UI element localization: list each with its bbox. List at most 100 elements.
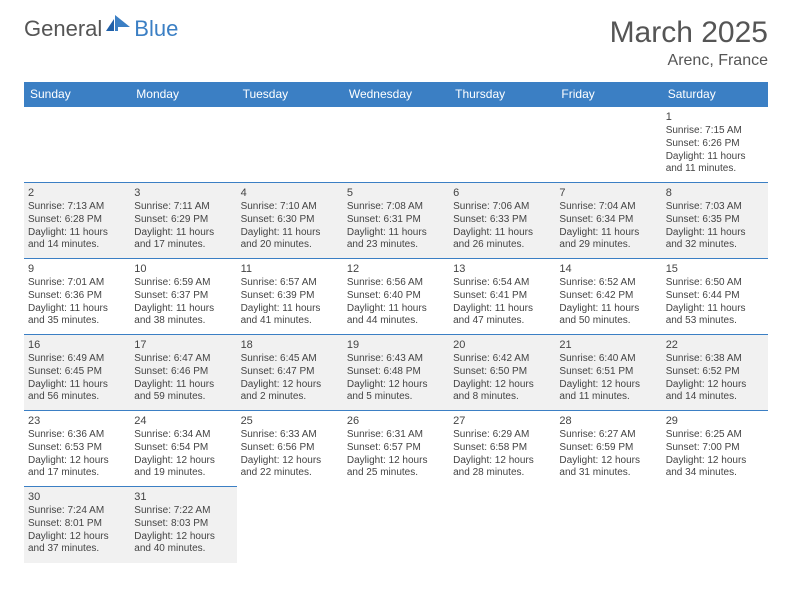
- calendar-cell: [449, 487, 555, 563]
- sunset-text: Sunset: 7:00 PM: [666, 442, 764, 455]
- day-number: 5: [347, 186, 445, 200]
- calendar-cell: 15Sunrise: 6:50 AMSunset: 6:44 PMDayligh…: [662, 259, 768, 335]
- sunset-text: Sunset: 6:56 PM: [241, 442, 339, 455]
- daylight-text: Daylight: 12 hours and 5 minutes.: [347, 379, 445, 405]
- day-number: 12: [347, 262, 445, 276]
- sunset-text: Sunset: 6:40 PM: [347, 290, 445, 303]
- calendar-row: 2Sunrise: 7:13 AMSunset: 6:28 PMDaylight…: [24, 183, 768, 259]
- day-number: 21: [559, 338, 657, 352]
- calendar-cell: [343, 487, 449, 563]
- daylight-text: Daylight: 11 hours and 35 minutes.: [28, 303, 126, 329]
- weekday-header: Sunday: [24, 82, 130, 107]
- weekday-header: Monday: [130, 82, 236, 107]
- sunrise-text: Sunrise: 6:49 AM: [28, 353, 126, 366]
- day-number: 19: [347, 338, 445, 352]
- day-number: 11: [241, 262, 339, 276]
- sunrise-text: Sunrise: 7:13 AM: [28, 201, 126, 214]
- daylight-text: Daylight: 11 hours and 59 minutes.: [134, 379, 232, 405]
- sunset-text: Sunset: 6:47 PM: [241, 366, 339, 379]
- sunset-text: Sunset: 6:36 PM: [28, 290, 126, 303]
- day-number: 8: [666, 186, 764, 200]
- day-number: 30: [28, 490, 126, 504]
- logo-text-general: General: [24, 16, 102, 42]
- daylight-text: Daylight: 11 hours and 56 minutes.: [28, 379, 126, 405]
- calendar-row: 16Sunrise: 6:49 AMSunset: 6:45 PMDayligh…: [24, 335, 768, 411]
- calendar-cell: 18Sunrise: 6:45 AMSunset: 6:47 PMDayligh…: [237, 335, 343, 411]
- daylight-text: Daylight: 11 hours and 14 minutes.: [28, 227, 126, 253]
- calendar-cell: [555, 107, 661, 183]
- sunrise-text: Sunrise: 7:24 AM: [28, 505, 126, 518]
- sunrise-text: Sunrise: 6:29 AM: [453, 429, 551, 442]
- calendar-cell: 28Sunrise: 6:27 AMSunset: 6:59 PMDayligh…: [555, 411, 661, 487]
- calendar-cell: 2Sunrise: 7:13 AMSunset: 6:28 PMDaylight…: [24, 183, 130, 259]
- day-number: 13: [453, 262, 551, 276]
- sunrise-text: Sunrise: 6:33 AM: [241, 429, 339, 442]
- daylight-text: Daylight: 12 hours and 2 minutes.: [241, 379, 339, 405]
- calendar-cell: 5Sunrise: 7:08 AMSunset: 6:31 PMDaylight…: [343, 183, 449, 259]
- sunset-text: Sunset: 6:57 PM: [347, 442, 445, 455]
- calendar-cell: [449, 107, 555, 183]
- month-title: March 2025: [610, 16, 768, 50]
- sunset-text: Sunset: 6:39 PM: [241, 290, 339, 303]
- calendar-cell: 3Sunrise: 7:11 AMSunset: 6:29 PMDaylight…: [130, 183, 236, 259]
- daylight-text: Daylight: 11 hours and 23 minutes.: [347, 227, 445, 253]
- calendar-cell: 27Sunrise: 6:29 AMSunset: 6:58 PMDayligh…: [449, 411, 555, 487]
- calendar-cell: 9Sunrise: 7:01 AMSunset: 6:36 PMDaylight…: [24, 259, 130, 335]
- sunrise-text: Sunrise: 7:08 AM: [347, 201, 445, 214]
- sunrise-text: Sunrise: 7:15 AM: [666, 125, 764, 138]
- calendar-cell: [555, 487, 661, 563]
- sunset-text: Sunset: 6:41 PM: [453, 290, 551, 303]
- day-number: 14: [559, 262, 657, 276]
- daylight-text: Daylight: 11 hours and 20 minutes.: [241, 227, 339, 253]
- calendar-cell: [237, 487, 343, 563]
- calendar-cell: 13Sunrise: 6:54 AMSunset: 6:41 PMDayligh…: [449, 259, 555, 335]
- daylight-text: Daylight: 11 hours and 29 minutes.: [559, 227, 657, 253]
- calendar-row: 9Sunrise: 7:01 AMSunset: 6:36 PMDaylight…: [24, 259, 768, 335]
- calendar-cell: [662, 487, 768, 563]
- sunset-text: Sunset: 6:48 PM: [347, 366, 445, 379]
- weekday-header: Thursday: [449, 82, 555, 107]
- daylight-text: Daylight: 11 hours and 53 minutes.: [666, 303, 764, 329]
- sunset-text: Sunset: 6:33 PM: [453, 214, 551, 227]
- sunrise-text: Sunrise: 6:31 AM: [347, 429, 445, 442]
- title-block: March 2025 Arenc, France: [610, 16, 768, 70]
- sunrise-text: Sunrise: 6:43 AM: [347, 353, 445, 366]
- sunset-text: Sunset: 6:52 PM: [666, 366, 764, 379]
- sunset-text: Sunset: 6:54 PM: [134, 442, 232, 455]
- sunrise-text: Sunrise: 6:56 AM: [347, 277, 445, 290]
- sunrise-text: Sunrise: 6:54 AM: [453, 277, 551, 290]
- daylight-text: Daylight: 12 hours and 8 minutes.: [453, 379, 551, 405]
- sunset-text: Sunset: 6:31 PM: [347, 214, 445, 227]
- calendar-cell: 31Sunrise: 7:22 AMSunset: 8:03 PMDayligh…: [130, 487, 236, 563]
- day-number: 9: [28, 262, 126, 276]
- sunrise-text: Sunrise: 6:36 AM: [28, 429, 126, 442]
- weekday-header-row: Sunday Monday Tuesday Wednesday Thursday…: [24, 82, 768, 107]
- calendar-cell: 12Sunrise: 6:56 AMSunset: 6:40 PMDayligh…: [343, 259, 449, 335]
- sunset-text: Sunset: 6:37 PM: [134, 290, 232, 303]
- day-number: 20: [453, 338, 551, 352]
- calendar-cell: 8Sunrise: 7:03 AMSunset: 6:35 PMDaylight…: [662, 183, 768, 259]
- daylight-text: Daylight: 12 hours and 31 minutes.: [559, 455, 657, 481]
- sunrise-text: Sunrise: 6:59 AM: [134, 277, 232, 290]
- sunset-text: Sunset: 6:53 PM: [28, 442, 126, 455]
- sunset-text: Sunset: 6:28 PM: [28, 214, 126, 227]
- calendar-cell: [237, 107, 343, 183]
- calendar-cell: 26Sunrise: 6:31 AMSunset: 6:57 PMDayligh…: [343, 411, 449, 487]
- calendar-cell: 4Sunrise: 7:10 AMSunset: 6:30 PMDaylight…: [237, 183, 343, 259]
- calendar-cell: 30Sunrise: 7:24 AMSunset: 8:01 PMDayligh…: [24, 487, 130, 563]
- day-number: 2: [28, 186, 126, 200]
- day-number: 25: [241, 414, 339, 428]
- day-number: 7: [559, 186, 657, 200]
- calendar-cell: 17Sunrise: 6:47 AMSunset: 6:46 PMDayligh…: [130, 335, 236, 411]
- daylight-text: Daylight: 12 hours and 14 minutes.: [666, 379, 764, 405]
- weekday-header: Friday: [555, 82, 661, 107]
- daylight-text: Daylight: 12 hours and 40 minutes.: [134, 531, 232, 557]
- daylight-text: Daylight: 12 hours and 22 minutes.: [241, 455, 339, 481]
- calendar-cell: 20Sunrise: 6:42 AMSunset: 6:50 PMDayligh…: [449, 335, 555, 411]
- sunset-text: Sunset: 6:51 PM: [559, 366, 657, 379]
- calendar-cell: 23Sunrise: 6:36 AMSunset: 6:53 PMDayligh…: [24, 411, 130, 487]
- day-number: 4: [241, 186, 339, 200]
- calendar-cell: [24, 107, 130, 183]
- day-number: 29: [666, 414, 764, 428]
- calendar-cell: 24Sunrise: 6:34 AMSunset: 6:54 PMDayligh…: [130, 411, 236, 487]
